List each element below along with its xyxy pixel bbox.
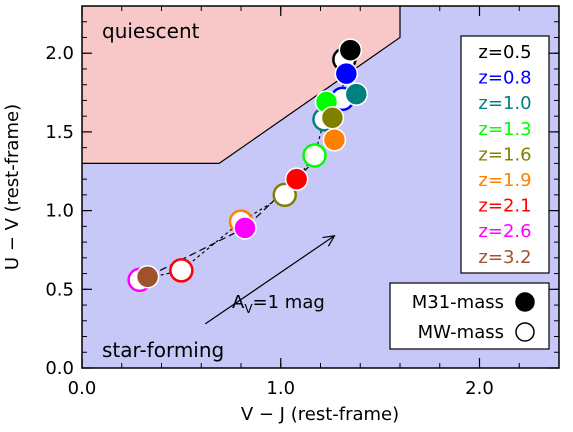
marker-m31-mass-z-2.1 [284, 167, 309, 191]
marker-m31-mass-z-2.6 [233, 216, 257, 240]
marker-m31-mass-z-3.2 [135, 264, 160, 289]
legend-z-0.8: z=0.8 [478, 68, 531, 89]
legend-z-1.6: z=1.6 [478, 144, 531, 165]
legend-z-2.6: z=2.6 [478, 221, 531, 242]
y-tick-label: 2.0 [45, 43, 74, 64]
marker-mw-mass-z-1.6 [272, 182, 297, 208]
legend-z-0.5: z=0.5 [478, 42, 531, 63]
mass-legend-m31-marker [515, 292, 535, 312]
mass-legend-m31-label: M31-mass [412, 292, 504, 313]
mass-legend-mw-marker [515, 322, 535, 342]
y-axis-title: U − V (rest-frame) [2, 104, 23, 270]
legend-z-2.1: z=2.1 [478, 196, 531, 217]
marker-m31-mass-z-1.9 [322, 128, 347, 152]
reddening-arrow [204, 235, 336, 325]
marker-m31-mass-z-1.6 [320, 105, 345, 130]
y-tick-label: 1.0 [45, 201, 74, 222]
arrow-label: AV=1 mag [232, 292, 325, 316]
marker-mw-mass-z-2.1 [169, 258, 194, 283]
y-tick-label: 1.5 [45, 122, 74, 143]
marker-m31-mass-z-0.8 [334, 61, 359, 86]
y-tick-label: 0.5 [45, 279, 74, 300]
legend-z-1.9: z=1.9 [478, 170, 531, 191]
legend-z-1.0: z=1.0 [478, 93, 531, 114]
marker-m31-mass-z-1.0 [344, 82, 369, 106]
quiescent-label: quiescent [102, 19, 200, 43]
redshift-legend: z=0.5 z=0.8 z=1.0 z=1.3 z=1.6 z=1.9 z=2.1 z=2.6… [460, 35, 550, 274]
marker-mw-mass-z-1.3 [302, 143, 327, 168]
mass-legend-mw-label: MW-mass [418, 322, 504, 343]
axis-ticks: 0.0 1.0 2.0 0.0 0.5 1.0 1.5 2.0 [45, 5, 560, 399]
marker-m31-mass-z-0.5 [338, 38, 363, 62]
data-markers [127, 38, 369, 293]
legend-z-3.2: z=3.2 [478, 247, 531, 268]
x-tick-label: 0.0 [68, 378, 97, 399]
y-tick-label: 0.0 [45, 358, 74, 379]
quiescent-boundary-line [82, 6, 401, 164]
mass-legend: M31-mass MW-mass [389, 282, 550, 350]
legend-z-1.3: z=1.3 [478, 119, 531, 140]
x-tick-label: 1.0 [266, 378, 295, 399]
star-forming-label: star-forming [102, 338, 224, 362]
x-tick-label: 2.0 [465, 378, 494, 399]
x-axis-title: V − J (rest-frame) [241, 404, 399, 425]
quiescent-region [82, 6, 400, 164]
